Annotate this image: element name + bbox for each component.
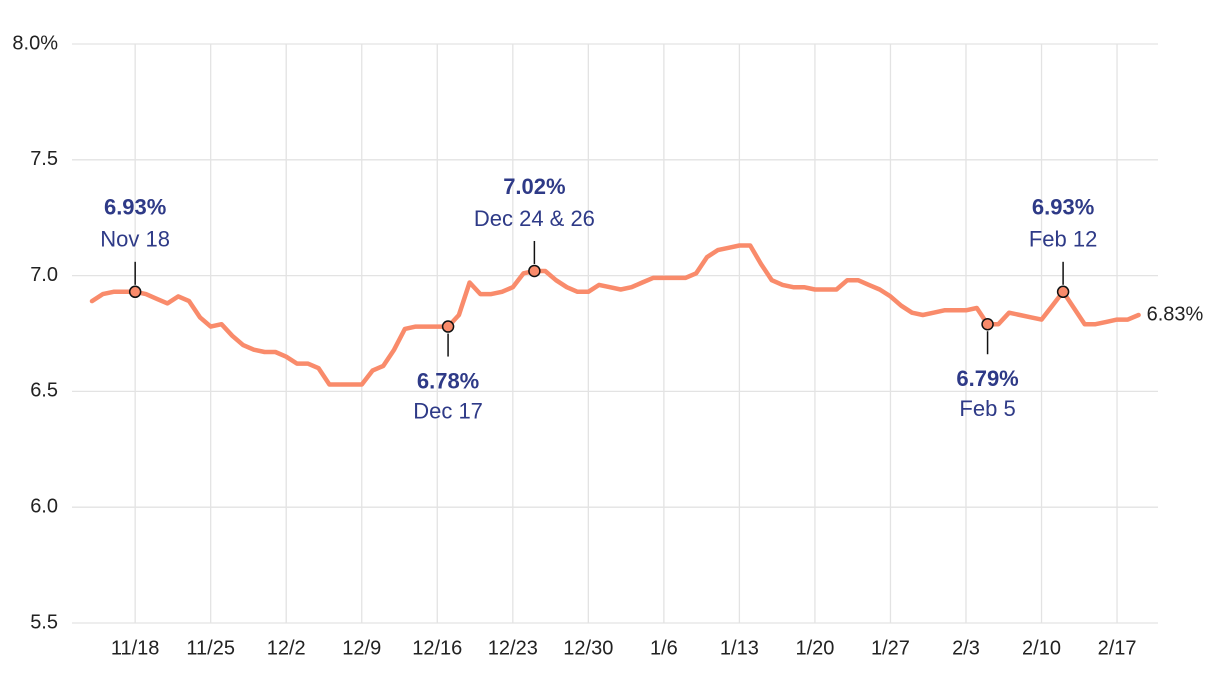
x-tick-label: 2/17 xyxy=(1098,637,1137,659)
x-tick-label: 2/10 xyxy=(1022,637,1061,659)
x-tick-label: 11/25 xyxy=(186,637,235,659)
x-tick-label: 1/27 xyxy=(871,637,910,659)
annotation-marker xyxy=(981,317,994,331)
annotation-value: 6.79% xyxy=(956,366,1018,391)
x-tick-label: 2/3 xyxy=(952,637,980,659)
annotation-value: 6.78% xyxy=(417,368,479,393)
x-tick-label: 1/20 xyxy=(795,637,834,659)
annotation-marker xyxy=(128,285,142,299)
y-tick-label: 8.0% xyxy=(12,32,58,54)
x-tick-label: 11/18 xyxy=(111,637,160,659)
annotation-marker xyxy=(528,264,541,278)
annotation-marker xyxy=(1056,285,1070,299)
x-tick-label: 12/16 xyxy=(412,637,462,659)
annotation-date: Nov 18 xyxy=(100,227,170,252)
y-tick-label: 5.5 xyxy=(30,611,58,633)
annotation-date: Dec 17 xyxy=(413,398,483,423)
y-tick-label: 6.5 xyxy=(30,380,58,402)
line-series xyxy=(89,243,1141,387)
annotation-date: Feb 12 xyxy=(1029,227,1098,252)
x-tick-label: 1/13 xyxy=(720,637,759,659)
y-tick-label: 7.0 xyxy=(30,264,58,286)
x-tick-label: 12/2 xyxy=(267,637,306,659)
annotation-value: 6.93% xyxy=(104,195,166,220)
annotation-date: Feb 5 xyxy=(959,396,1015,421)
x-tick-label: 1/6 xyxy=(650,637,678,659)
annotation-date: Dec 24 & 26 xyxy=(474,206,595,231)
annotation-marker xyxy=(441,320,455,333)
x-tick-label: 12/9 xyxy=(342,637,381,659)
annotation-value: 6.93% xyxy=(1032,195,1094,220)
y-tick-label: 6.0 xyxy=(30,495,58,517)
annotation-value: 7.02% xyxy=(503,174,565,199)
end-label: 6.83% xyxy=(1147,303,1204,325)
x-tick-label: 12/30 xyxy=(563,637,613,659)
x-tick-label: 12/23 xyxy=(488,637,538,659)
y-tick-label: 7.5 xyxy=(30,148,58,170)
